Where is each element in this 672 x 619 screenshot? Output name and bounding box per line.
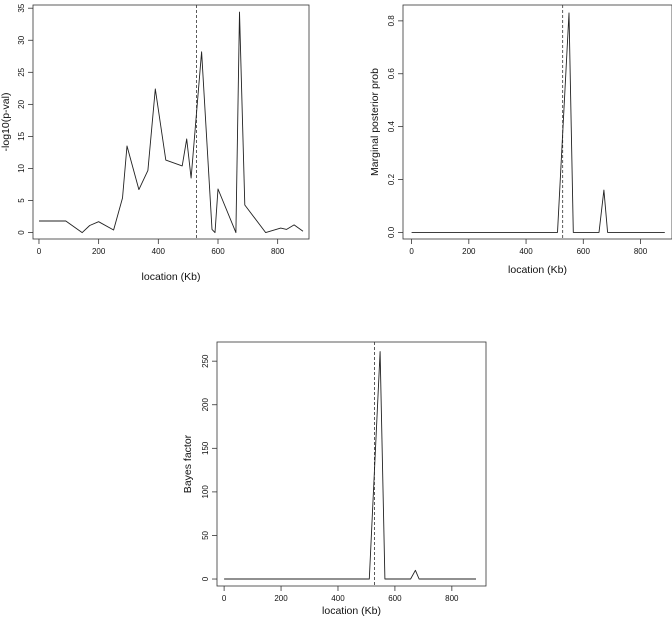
x-tick-label: 200	[92, 247, 106, 256]
y-tick-label: 0.0	[387, 226, 396, 238]
y-tick-label: 35	[17, 3, 26, 12]
plot-frame	[32, 4, 310, 240]
y-tick-label: 25	[17, 67, 26, 76]
y-tick-label: 0	[201, 576, 210, 581]
y-tick-label: 15	[17, 131, 26, 140]
plot-frame	[402, 4, 672, 240]
chart-panel-1: 0 200 400 600 800 0 5 10 15 20 25 30 35 location (Kb)…	[0, 3, 310, 283]
y-tick-label: 30	[17, 35, 26, 44]
x-tick-label: 600	[211, 247, 225, 256]
y-tick-label: 5	[17, 198, 26, 203]
plot-frame	[216, 341, 487, 587]
y-axis-label: -log10(p-val)	[0, 93, 12, 152]
y-tick-label: 250	[201, 354, 210, 368]
y-tick-label: 0	[17, 230, 26, 235]
y-tick-label: 200	[201, 398, 210, 412]
y-tick-label: 10	[17, 163, 26, 172]
y-tick-label: 0.6	[387, 68, 396, 80]
x-tick-label: 0	[409, 247, 414, 256]
x-tick-label: 800	[271, 247, 285, 256]
x-axis-label: location (Kb)	[508, 264, 567, 276]
x-tick-label: 200	[462, 247, 476, 256]
y-tick-label: 20	[17, 99, 26, 108]
x-tick-label: 400	[519, 247, 533, 256]
x-tick-label: 600	[577, 247, 591, 256]
x-tick-label: 600	[388, 594, 402, 603]
x-tick-label: 800	[445, 594, 459, 603]
x-tick-label: 400	[152, 247, 166, 256]
chart-panel-2: 0 200 400 600 800 0.0 0.2 0.4 0.6 0.8 location (Kb…	[369, 4, 672, 276]
y-tick-label: 0.4	[387, 121, 396, 133]
x-tick-label: 0	[37, 247, 42, 256]
x-tick-label: 0	[222, 594, 227, 603]
x-tick-label: 800	[634, 247, 648, 256]
series-line-1	[39, 11, 304, 234]
y-tick-label: 150	[201, 441, 210, 455]
x-tick-label: 400	[331, 594, 345, 603]
y-axis-label: Bayes factor	[182, 434, 194, 493]
y-tick-label: 0.8	[387, 15, 396, 27]
x-tick-label: 200	[274, 594, 288, 603]
series-line-1	[411, 12, 665, 233]
y-tick-label: 100	[201, 485, 210, 499]
x-axis-label: location (Kb)	[322, 605, 381, 617]
chart-panel-3: 0 200 400 600 800 0 50 100 150 200 250 location (Kb…	[182, 341, 487, 617]
series-line-1	[224, 351, 476, 580]
y-axis-label: Marginal posterior prob	[369, 68, 381, 176]
x-axis-label: location (Kb)	[142, 271, 201, 283]
y-tick-label: 0.2	[387, 173, 396, 185]
y-tick-label: 50	[201, 530, 210, 539]
